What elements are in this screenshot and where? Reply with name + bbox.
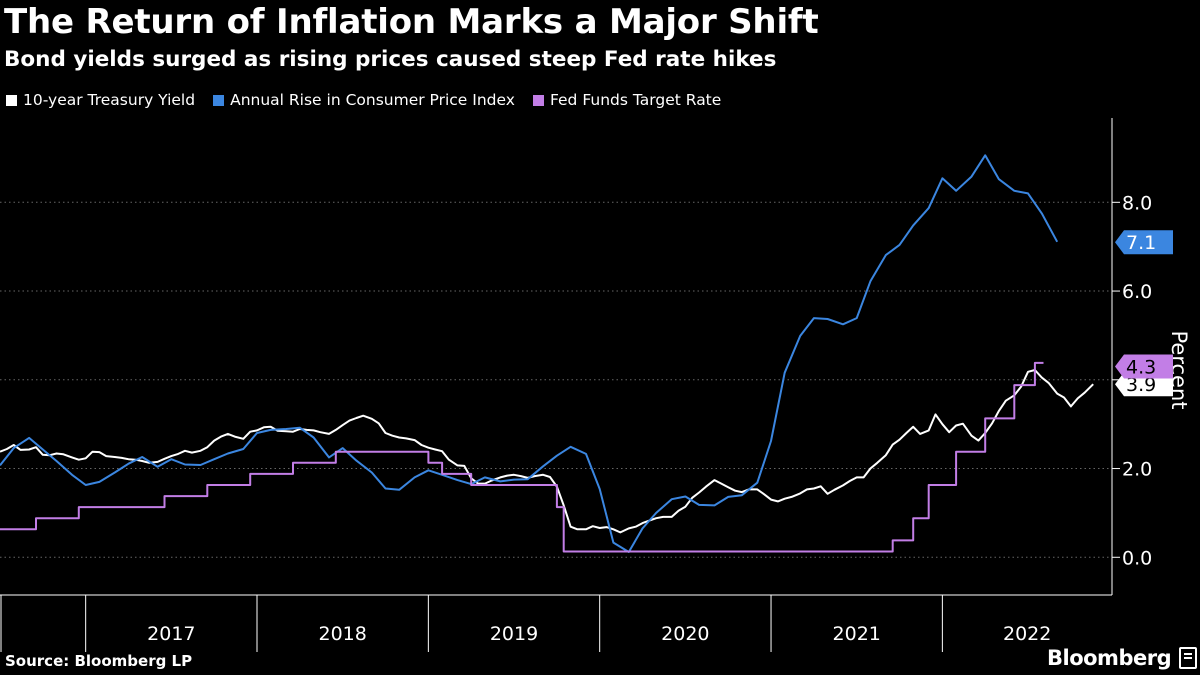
x-tick-label: 2017: [147, 623, 195, 645]
fed-rate-line: [0, 361, 1044, 553]
treasury-line: [0, 369, 1094, 534]
x-tick-label: 2021: [833, 623, 881, 645]
x-tick-label: 2019: [490, 623, 538, 645]
fed-value-flag-shape: [1115, 354, 1173, 379]
x-tick-label: 2020: [661, 623, 709, 645]
treasury-value-flag: 3.9: [1126, 374, 1156, 396]
cpi-value-flag-shape: [1115, 230, 1173, 255]
cpi-line: [0, 154, 1059, 553]
bloomberg-logo: Bloomberg: [1047, 646, 1198, 670]
legend-label-treasury: 10-year Treasury Yield: [23, 91, 196, 109]
legend-swatch-cpi: [213, 94, 225, 106]
legend: 10-year Treasury Yield Annual Rise in Co…: [6, 91, 721, 109]
y-tick-label: 0.0: [1122, 547, 1152, 569]
legend-label-fed: Fed Funds Target Rate: [549, 91, 722, 109]
x-tick-label: 2018: [319, 623, 367, 645]
fed-value-flag: 4.3: [1126, 356, 1156, 378]
y-tick-label: 2.0: [1122, 459, 1152, 481]
x-tick-label: 2022: [1003, 623, 1051, 645]
chart-title: The Return of Inflation Marks a Major Sh…: [4, 2, 819, 42]
legend-item-treasury: 10-year Treasury Yield: [6, 91, 195, 109]
source-note: Source: Bloomberg LP: [5, 652, 193, 670]
y-tick-label: 8.0: [1122, 192, 1152, 214]
y-tick-label: 6.0: [1122, 281, 1152, 303]
legend-swatch-treasury: [6, 94, 17, 106]
legend-item-fed: Fed Funds Target Rate: [532, 91, 722, 109]
legend-item-cpi: Annual Rise in Consumer Price Index: [213, 91, 515, 109]
bloomberg-wordmark: Bloomberg: [1047, 646, 1172, 670]
cpi-value-flag: 7.1: [1126, 232, 1156, 254]
chart-subtitle: Bond yields surged as rising prices caus…: [4, 47, 777, 72]
legend-swatch-fed: [532, 94, 544, 106]
legend-label-cpi: Annual Rise in Consumer Price Index: [230, 91, 515, 109]
terminal-icon: [1179, 647, 1198, 669]
